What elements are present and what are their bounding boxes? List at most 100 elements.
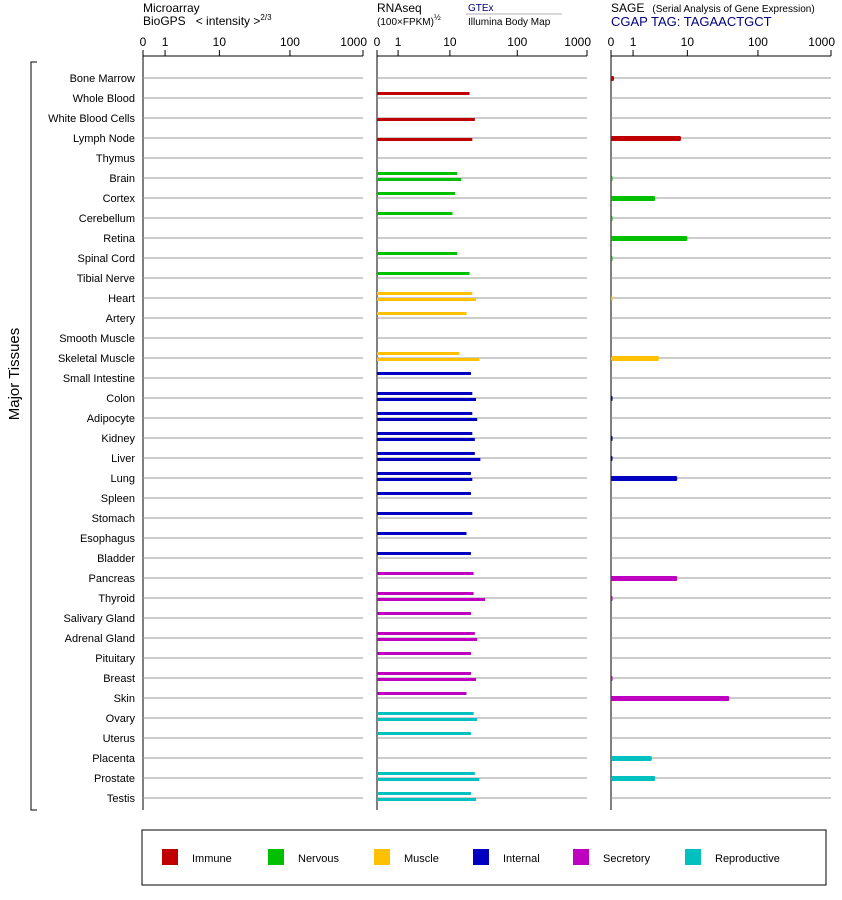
rnaseq-illumina-bar bbox=[377, 458, 481, 461]
rnaseq-gtex-bar bbox=[377, 652, 471, 655]
legend-label-reproductive: Reproductive bbox=[715, 853, 780, 865]
legend-label-muscle: Muscle bbox=[404, 853, 439, 865]
tissue-label: Spinal Cord bbox=[78, 253, 135, 265]
tissue-label: Tibial Nerve bbox=[77, 273, 135, 285]
rnaseq-units: (100×FPKM)½ bbox=[377, 13, 441, 28]
sage-bar bbox=[611, 456, 613, 461]
y-axis-label: Major Tissues bbox=[6, 328, 23, 421]
sage-bar bbox=[611, 396, 613, 401]
sage-bar bbox=[611, 296, 613, 301]
panel3-tick-label: 0 bbox=[608, 35, 615, 49]
panel1-tick-label: 10 bbox=[213, 35, 227, 49]
legend-swatch-internal bbox=[473, 849, 489, 865]
tissue-label: Spleen bbox=[101, 493, 135, 505]
rnaseq-illumina-bar bbox=[377, 118, 475, 121]
legend-label-internal: Internal bbox=[503, 853, 540, 865]
sage-title: SAGE (Serial Analysis of Gene Expression) bbox=[611, 1, 815, 15]
tissue-label: Bone Marrow bbox=[70, 73, 135, 85]
sage-bar bbox=[611, 196, 656, 201]
tissue-label: Thymus bbox=[96, 153, 136, 165]
rnaseq-illumina-bar bbox=[377, 178, 462, 181]
rnaseq-gtex-bar bbox=[377, 172, 458, 175]
sage-bar bbox=[611, 676, 613, 681]
sage-bar bbox=[611, 776, 656, 781]
tissue-label: Adrenal Gland bbox=[65, 633, 135, 645]
rnaseq-illumina-bar bbox=[377, 358, 480, 361]
rnaseq-gtex-bar bbox=[377, 392, 473, 395]
tissue-label: Adipocyte bbox=[87, 413, 135, 425]
tissue-label: Retina bbox=[103, 233, 136, 245]
legend-label-immune: Immune bbox=[192, 853, 232, 865]
tissue-label: White Blood Cells bbox=[48, 113, 135, 125]
panel2-tick-label: 1 bbox=[395, 35, 402, 49]
rnaseq-gtex-bar bbox=[377, 352, 460, 355]
sage-tag-subtitle: CGAP TAG: TAGAACTGCT bbox=[611, 14, 772, 29]
rnaseq-gtex-bar bbox=[377, 732, 471, 735]
sage-bar bbox=[611, 176, 613, 181]
rnaseq-gtex-bar bbox=[377, 532, 467, 535]
sage-bar bbox=[611, 356, 659, 361]
biogps-label: BioGPS < intensity >2/3 bbox=[143, 13, 272, 28]
rnaseq-gtex-bar bbox=[377, 372, 471, 375]
rnaseq-gtex-bar bbox=[377, 492, 471, 495]
rnaseq-illumina-bar bbox=[377, 678, 477, 681]
tissue-label: Artery bbox=[106, 313, 136, 325]
tissue-label: Prostate bbox=[94, 773, 135, 785]
rnaseq-gtex-bar bbox=[377, 192, 455, 195]
tissue-label: Colon bbox=[106, 393, 135, 405]
rnaseq-gtex-bar bbox=[377, 552, 471, 555]
tissue-label: Skeletal Muscle bbox=[58, 353, 135, 365]
rnaseq-gtex-bar bbox=[377, 672, 471, 675]
rnaseq-title: RNAseq bbox=[377, 1, 422, 15]
rnaseq-gtex-bar bbox=[377, 212, 453, 215]
sage-bar bbox=[611, 76, 615, 81]
sage-bar bbox=[611, 756, 652, 761]
sage-bar bbox=[611, 236, 688, 241]
rnaseq-illumina-bar bbox=[377, 598, 486, 601]
panel1-tick-label: 0 bbox=[140, 35, 147, 49]
rnaseq-gtex-bar bbox=[377, 272, 470, 275]
tissue-label: Liver bbox=[111, 453, 135, 465]
rnaseq-gtex-bar bbox=[377, 252, 458, 255]
gtex-source-label: GTEx bbox=[468, 3, 494, 14]
tissue-label: Pancreas bbox=[89, 573, 136, 585]
rnaseq-gtex-bar bbox=[377, 772, 475, 775]
panel2-tick-label: 10 bbox=[443, 35, 457, 49]
tissue-label: Salivary Gland bbox=[63, 613, 135, 625]
rnaseq-gtex-bar bbox=[377, 92, 470, 95]
sage-bar bbox=[611, 436, 613, 441]
sage-bar bbox=[611, 476, 678, 481]
tissue-label: Stomach bbox=[92, 513, 135, 525]
panel3-tick-label: 1 bbox=[630, 35, 637, 49]
rnaseq-gtex-bar bbox=[377, 692, 467, 695]
tissue-label: Cortex bbox=[103, 193, 136, 205]
tissue-label: Pituitary bbox=[95, 653, 135, 665]
rnaseq-illumina-bar bbox=[377, 398, 477, 401]
rnaseq-illumina-bar bbox=[377, 638, 478, 641]
rnaseq-gtex-bar bbox=[377, 452, 475, 455]
legend-swatch-secretory bbox=[573, 849, 589, 865]
legend-swatch-immune bbox=[162, 849, 178, 865]
panel1-tick-label: 1000 bbox=[340, 35, 367, 49]
rnaseq-gtex-bar bbox=[377, 472, 471, 475]
rnaseq-gtex-bar bbox=[377, 612, 471, 615]
tissue-label: Heart bbox=[108, 293, 135, 305]
sage-bar bbox=[611, 696, 730, 701]
rnaseq-illumina-bar bbox=[377, 718, 478, 721]
rnaseq-gtex-bar bbox=[377, 792, 471, 795]
tissue-label: Lymph Node bbox=[73, 133, 135, 145]
legend-swatch-muscle bbox=[374, 849, 390, 865]
rnaseq-exponent: ½ bbox=[434, 13, 441, 22]
rnaseq-illumina-bar bbox=[377, 418, 478, 421]
tissue-label: Brain bbox=[109, 173, 135, 185]
tissue-label: Ovary bbox=[106, 713, 136, 725]
panel3-tick-label: 10 bbox=[681, 35, 695, 49]
sage-bar bbox=[611, 576, 678, 581]
tissue-label: Thyroid bbox=[98, 593, 135, 605]
rnaseq-illumina-bar bbox=[377, 438, 475, 441]
tissue-label: Placenta bbox=[92, 753, 136, 765]
tissue-label: Cerebellum bbox=[79, 213, 135, 225]
tissue-label: Lung bbox=[111, 473, 135, 485]
panel2-tick-label: 100 bbox=[507, 35, 527, 49]
